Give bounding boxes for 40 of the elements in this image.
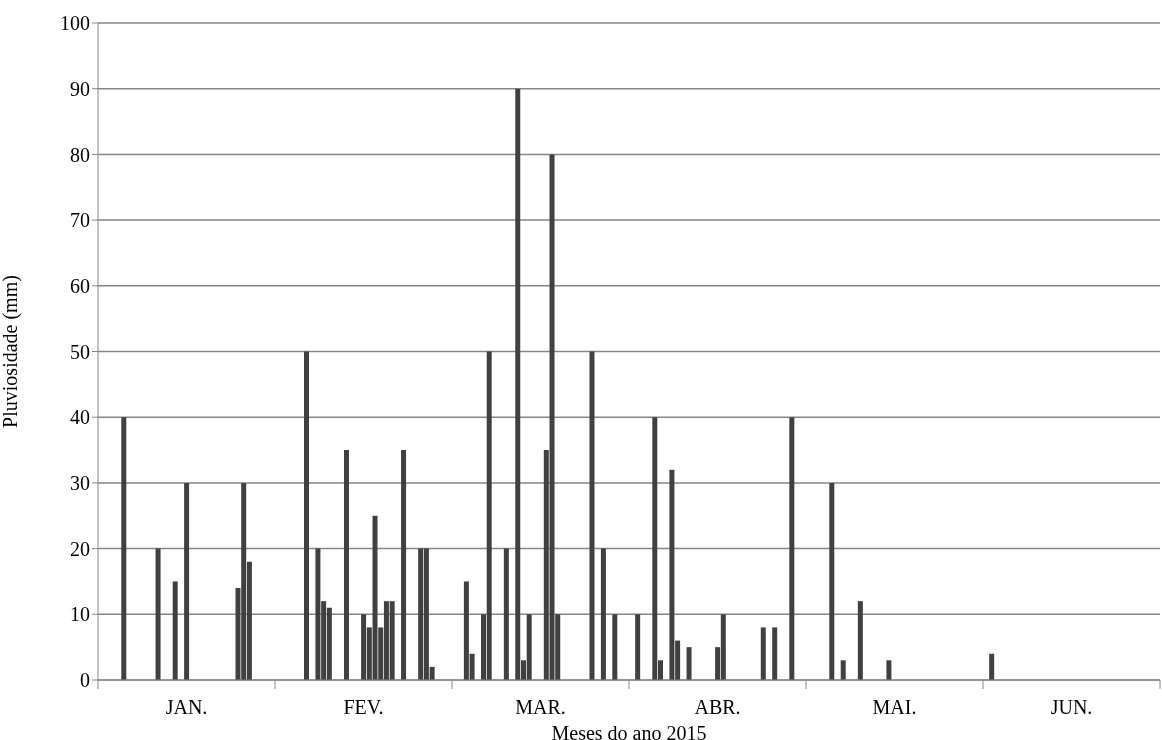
y-tick-label: 60	[70, 274, 90, 297]
bar	[989, 653, 995, 680]
y-tick-label: 30	[70, 472, 90, 494]
y-tick-label: 40	[70, 406, 90, 429]
bar	[840, 660, 846, 680]
y-tick-label: 0	[80, 669, 90, 692]
bar	[184, 482, 190, 680]
bar	[401, 450, 407, 680]
x-tick-label: JUN.	[1050, 696, 1093, 718]
bar	[789, 417, 795, 680]
y-tick-label: 80	[70, 143, 90, 166]
y-tick-label: 20	[70, 537, 90, 560]
bar	[600, 548, 606, 680]
bar	[503, 548, 509, 680]
x-tick-label: MAI.	[872, 696, 917, 718]
bar	[857, 601, 863, 680]
bar	[304, 351, 310, 680]
y-tick-label: 10	[70, 603, 90, 626]
bar	[172, 581, 178, 680]
x-tick-label: ABR.	[694, 696, 741, 718]
bar	[760, 627, 766, 680]
bar	[772, 627, 778, 680]
bar	[612, 614, 618, 680]
y-tick-label: 50	[70, 340, 90, 363]
x-tick-label: FEV.	[343, 696, 384, 718]
bar	[343, 450, 349, 680]
y-axis-title: Pluviosidade (mm)	[0, 275, 23, 428]
x-tick-label: JAN.	[165, 696, 208, 718]
bar	[829, 482, 835, 680]
x-tick-label: MAR.	[515, 696, 566, 718]
bar	[121, 417, 127, 680]
y-tick-label: 100	[60, 12, 90, 35]
bar	[155, 548, 161, 680]
bar	[589, 351, 595, 680]
y-tick-label: 70	[70, 209, 90, 232]
bar	[686, 647, 692, 680]
bar	[886, 660, 892, 680]
bar	[635, 614, 641, 680]
y-tick-label: 90	[70, 77, 90, 100]
x-axis-title: Meses do ano 2015	[551, 722, 707, 740]
